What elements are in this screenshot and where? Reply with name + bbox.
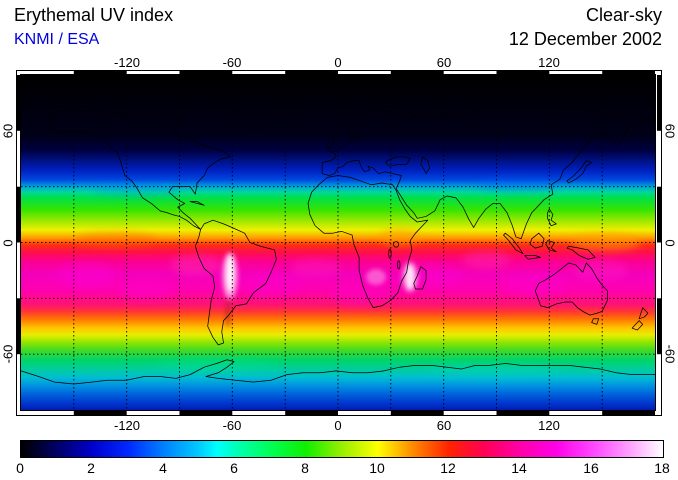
lon-tick-top: 120 <box>538 55 560 70</box>
lat-tick-left: -60 <box>0 344 16 364</box>
sky-condition-label: Clear-sky <box>585 5 662 25</box>
uv-world-map <box>16 70 662 416</box>
uv-field-mottle <box>56 179 641 376</box>
colorbar-tick: 14 <box>511 460 527 476</box>
coast-philippines <box>548 209 557 226</box>
lat-tick-right: 0 <box>662 239 678 247</box>
coast-madagascar <box>414 267 426 289</box>
source-label: KNMI / ESA <box>14 31 100 48</box>
map-frame <box>20 74 656 411</box>
lake-victoria <box>393 242 398 248</box>
lat-tick-left: 0 <box>0 239 16 247</box>
coast-britain <box>327 135 334 150</box>
lake-malawi <box>398 261 400 269</box>
lon-tick-bottom: 120 <box>538 418 560 433</box>
coast-borneo <box>530 233 544 248</box>
zebra-segments <box>16 70 662 416</box>
coast-cuba <box>190 202 204 206</box>
lake-tanganyika <box>389 249 391 258</box>
coast-new-zealand <box>632 308 648 330</box>
lon-tick-top: -60 <box>222 55 242 70</box>
lat-tick-right: 60 <box>662 123 678 139</box>
angola-highlight <box>366 269 386 285</box>
lon-tick-bottom: -60 <box>222 418 242 433</box>
coast-australia <box>535 263 607 315</box>
lon-tick-bottom: 0 <box>334 418 342 433</box>
colorbar-tick: 6 <box>230 460 238 476</box>
lat-tick-right: -60 <box>662 344 678 364</box>
lon-tick-top: -120 <box>113 55 141 70</box>
coast-north-america <box>46 110 231 229</box>
coast-sumatra <box>504 233 523 253</box>
colorbar <box>20 440 664 458</box>
lon-tick-bottom: 60 <box>436 418 452 433</box>
colorbar-tick: 2 <box>87 460 95 476</box>
colorbar-tick: 18 <box>654 460 670 476</box>
coast-eurasia <box>322 99 655 239</box>
colorbar-tick: 12 <box>440 460 456 476</box>
coast-japan <box>567 161 592 183</box>
coast-black-sea <box>386 157 411 166</box>
page-title: Erythemal UV index <box>14 5 174 25</box>
coast-caspian <box>421 157 430 174</box>
lon-tick-top: 0 <box>334 55 342 70</box>
coast-africa <box>308 176 428 308</box>
colorbar-tick: 4 <box>159 460 167 476</box>
coast-new-guinea <box>567 246 595 259</box>
lat-tick-left: 60 <box>0 123 16 139</box>
lon-tick-top: 60 <box>436 55 452 70</box>
colorbar-tick: 8 <box>301 460 309 476</box>
coast-greenland <box>218 90 303 129</box>
coast-java <box>525 256 541 260</box>
colorbar-tick: 10 <box>369 460 385 476</box>
date-label: 12 December 2002 <box>508 29 662 49</box>
colorbar-tick: 16 <box>583 460 599 476</box>
coast-tasmania <box>592 319 599 325</box>
coast-antarctica <box>21 360 655 384</box>
lon-tick-bottom: -120 <box>113 418 141 433</box>
coast-sulawesi <box>546 241 557 252</box>
graticule <box>21 75 655 410</box>
colorbar-tick: 0 <box>16 460 24 476</box>
coastlines <box>21 90 655 384</box>
coast-south-america <box>195 220 276 345</box>
